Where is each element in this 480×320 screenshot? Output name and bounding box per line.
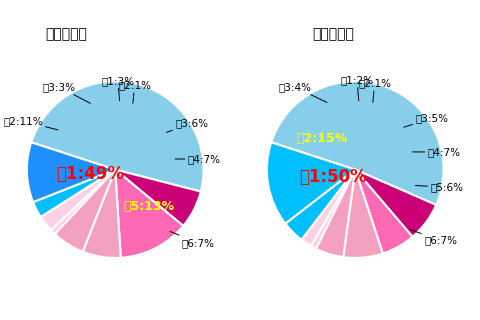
- Text: 小1:2%: 小1:2%: [340, 75, 373, 101]
- Text: 小5:6%: 小5:6%: [415, 182, 463, 192]
- Wedge shape: [55, 170, 115, 252]
- Wedge shape: [316, 170, 355, 257]
- Wedge shape: [343, 170, 383, 258]
- Text: 《保護者》: 《保護者》: [46, 28, 87, 42]
- Wedge shape: [33, 170, 115, 217]
- Text: 小3:6%: 小3:6%: [167, 118, 208, 132]
- Text: 小4:7%: 小4:7%: [175, 154, 221, 164]
- Text: 《お子様》: 《お子様》: [312, 28, 354, 42]
- Wedge shape: [83, 170, 121, 258]
- Wedge shape: [267, 142, 355, 224]
- Wedge shape: [115, 170, 183, 258]
- Text: 小2:1%: 小2:1%: [358, 78, 391, 102]
- Wedge shape: [355, 170, 412, 253]
- Text: 小4:7%: 小4:7%: [413, 147, 461, 157]
- Wedge shape: [271, 81, 444, 205]
- Text: 小2:1%: 小2:1%: [118, 80, 151, 103]
- Text: 中1:50%: 中1:50%: [299, 168, 367, 186]
- Text: 小5:13%: 小5:13%: [123, 200, 174, 213]
- Text: 中1:49%: 中1:49%: [57, 165, 124, 183]
- Text: 中3:3%: 中3:3%: [42, 82, 90, 103]
- Text: 中3:4%: 中3:4%: [278, 82, 327, 102]
- Wedge shape: [31, 81, 204, 192]
- Wedge shape: [355, 170, 436, 237]
- Text: 小6:7%: 小6:7%: [170, 231, 215, 248]
- Text: 中2:11%: 中2:11%: [3, 116, 58, 130]
- Text: 小1:3%: 小1:3%: [101, 76, 134, 101]
- Wedge shape: [41, 170, 115, 230]
- Text: 小6:7%: 小6:7%: [410, 230, 457, 245]
- Wedge shape: [115, 170, 201, 226]
- Wedge shape: [51, 170, 115, 234]
- Wedge shape: [311, 170, 355, 249]
- Text: 小3:5%: 小3:5%: [404, 113, 448, 127]
- Wedge shape: [285, 170, 355, 240]
- Text: 中2:15%: 中2:15%: [296, 132, 347, 145]
- Wedge shape: [27, 142, 115, 202]
- Wedge shape: [301, 170, 355, 246]
